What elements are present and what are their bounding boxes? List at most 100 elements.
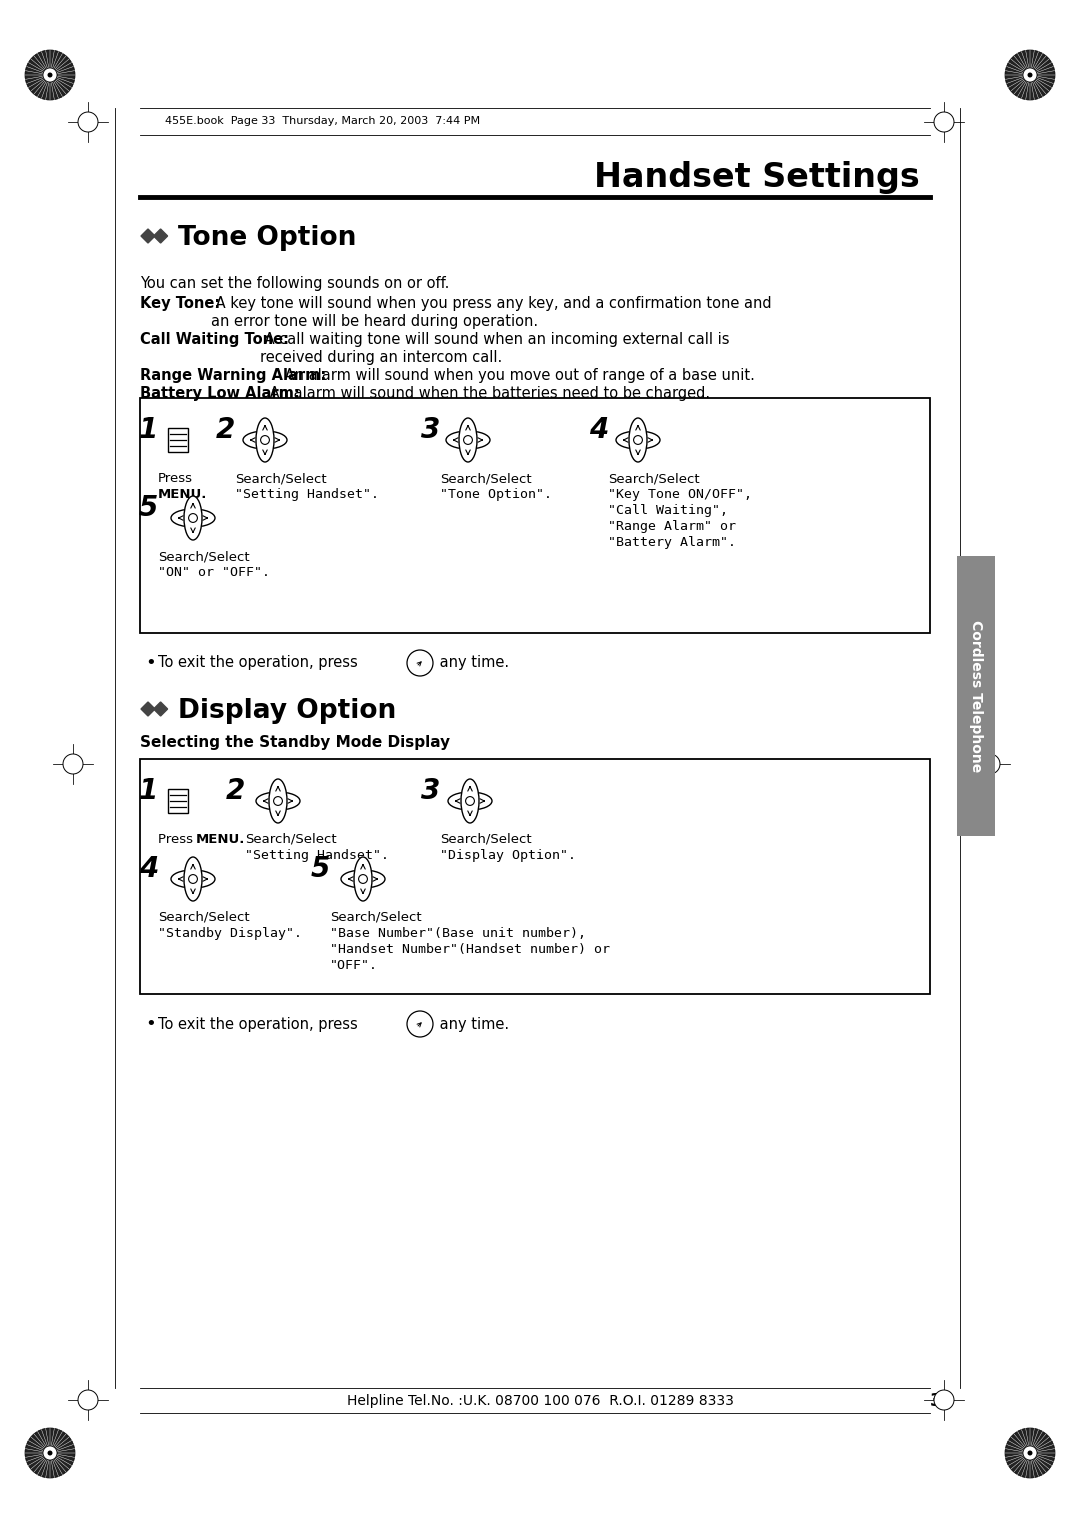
Text: 455E.book  Page 33  Thursday, March 20, 2003  7:44 PM: 455E.book Page 33 Thursday, March 20, 20…	[165, 116, 481, 125]
Ellipse shape	[448, 792, 492, 810]
Text: Search/Select: Search/Select	[158, 911, 249, 924]
Text: Range Warning Alarm:: Range Warning Alarm:	[140, 368, 326, 384]
Ellipse shape	[616, 431, 660, 449]
Circle shape	[465, 796, 474, 805]
Ellipse shape	[256, 419, 274, 461]
Circle shape	[359, 874, 367, 883]
Text: 3: 3	[421, 778, 440, 805]
Text: •: •	[145, 1015, 156, 1033]
Ellipse shape	[184, 857, 202, 902]
Text: any time.: any time.	[435, 1016, 509, 1031]
Polygon shape	[141, 701, 156, 717]
Text: an error tone will be heard during operation.: an error tone will be heard during opera…	[211, 313, 538, 329]
Text: "Base Number"(Base unit number),: "Base Number"(Base unit number),	[330, 927, 586, 940]
Circle shape	[78, 112, 98, 131]
Text: •: •	[145, 654, 156, 672]
Circle shape	[43, 1445, 57, 1459]
Text: MENU.: MENU.	[158, 487, 207, 501]
Text: 5: 5	[138, 494, 158, 523]
Circle shape	[78, 1390, 98, 1410]
Text: 1: 1	[138, 778, 158, 805]
Circle shape	[1005, 1429, 1055, 1478]
Text: Handset Settings: Handset Settings	[594, 162, 920, 194]
Text: Tone Option: Tone Option	[178, 225, 356, 251]
FancyBboxPatch shape	[140, 397, 930, 633]
Circle shape	[463, 435, 472, 445]
Text: "Display Option".: "Display Option".	[440, 850, 576, 862]
Text: received during an intercom call.: received during an intercom call.	[260, 350, 502, 365]
Text: 3: 3	[421, 416, 440, 445]
Text: Search/Select: Search/Select	[235, 472, 326, 484]
Text: A call waiting tone will sound when an incoming external call is: A call waiting tone will sound when an i…	[260, 332, 729, 347]
Text: Search/Select: Search/Select	[330, 911, 421, 924]
Text: Search/Select: Search/Select	[245, 833, 337, 847]
Text: Search/Select: Search/Select	[608, 472, 700, 484]
Ellipse shape	[243, 431, 287, 449]
Circle shape	[25, 50, 75, 99]
Text: "Tone Option".: "Tone Option".	[440, 487, 552, 501]
Text: An alarm will sound when you move out of range of a base unit.: An alarm will sound when you move out of…	[280, 368, 755, 384]
Text: Search/Select: Search/Select	[440, 472, 531, 484]
Polygon shape	[141, 229, 156, 243]
Ellipse shape	[184, 497, 202, 539]
Circle shape	[25, 1429, 75, 1478]
Text: Display Option: Display Option	[178, 698, 396, 724]
Text: 5: 5	[311, 856, 330, 883]
Circle shape	[634, 435, 643, 445]
Text: "Battery Alarm".: "Battery Alarm".	[608, 536, 735, 549]
Text: 4: 4	[589, 416, 608, 445]
Ellipse shape	[171, 509, 215, 527]
Text: 2: 2	[216, 416, 235, 445]
Circle shape	[189, 874, 198, 883]
Ellipse shape	[459, 419, 477, 461]
Text: A key tone will sound when you press any key, and a confirmation tone and: A key tone will sound when you press any…	[211, 296, 771, 312]
Circle shape	[407, 649, 433, 675]
FancyBboxPatch shape	[957, 556, 995, 836]
Text: "OFF".: "OFF".	[330, 960, 378, 972]
Circle shape	[189, 513, 198, 523]
Text: 1: 1	[138, 416, 158, 445]
Circle shape	[273, 796, 282, 805]
Text: "Standby Display".: "Standby Display".	[158, 927, 302, 940]
Text: "Handset Number"(Handset number) or: "Handset Number"(Handset number) or	[330, 943, 610, 957]
Ellipse shape	[269, 779, 287, 824]
Ellipse shape	[446, 431, 490, 449]
Circle shape	[1027, 72, 1032, 78]
Text: To exit the operation, press: To exit the operation, press	[158, 1016, 357, 1031]
Polygon shape	[153, 701, 167, 717]
Circle shape	[407, 1012, 433, 1038]
Circle shape	[1005, 50, 1055, 99]
Text: any time.: any time.	[435, 656, 509, 671]
Text: MENU.: MENU.	[195, 833, 245, 847]
Circle shape	[980, 753, 1000, 775]
Circle shape	[1027, 1450, 1032, 1456]
Ellipse shape	[354, 857, 372, 902]
Ellipse shape	[171, 869, 215, 888]
Text: Press: Press	[158, 472, 193, 484]
Text: "Setting Handset".: "Setting Handset".	[245, 850, 389, 862]
Text: Battery Low Alarm:: Battery Low Alarm:	[140, 387, 300, 400]
Ellipse shape	[461, 779, 480, 824]
Text: Search/Select: Search/Select	[158, 550, 249, 562]
Circle shape	[43, 69, 57, 83]
Circle shape	[48, 72, 53, 78]
Text: Key Tone:: Key Tone:	[140, 296, 220, 312]
Text: "Call Waiting",: "Call Waiting",	[608, 504, 728, 516]
Text: 4: 4	[138, 856, 158, 883]
Text: An alarm will sound when the batteries need to be charged.: An alarm will sound when the batteries n…	[265, 387, 711, 400]
Circle shape	[260, 435, 269, 445]
Circle shape	[934, 112, 954, 131]
Ellipse shape	[256, 792, 300, 810]
Polygon shape	[153, 229, 167, 243]
Text: "Range Alarm" or: "Range Alarm" or	[608, 520, 735, 533]
Circle shape	[1023, 69, 1037, 83]
Circle shape	[1023, 1445, 1037, 1459]
FancyBboxPatch shape	[140, 759, 930, 995]
Circle shape	[934, 1390, 954, 1410]
Text: "Setting Handset".: "Setting Handset".	[235, 487, 379, 501]
Text: Search/Select: Search/Select	[440, 833, 531, 847]
Bar	[168, 428, 188, 452]
Text: Call Waiting Tone:: Call Waiting Tone:	[140, 332, 289, 347]
Text: Cordless Telephone: Cordless Telephone	[969, 620, 983, 772]
Ellipse shape	[341, 869, 384, 888]
